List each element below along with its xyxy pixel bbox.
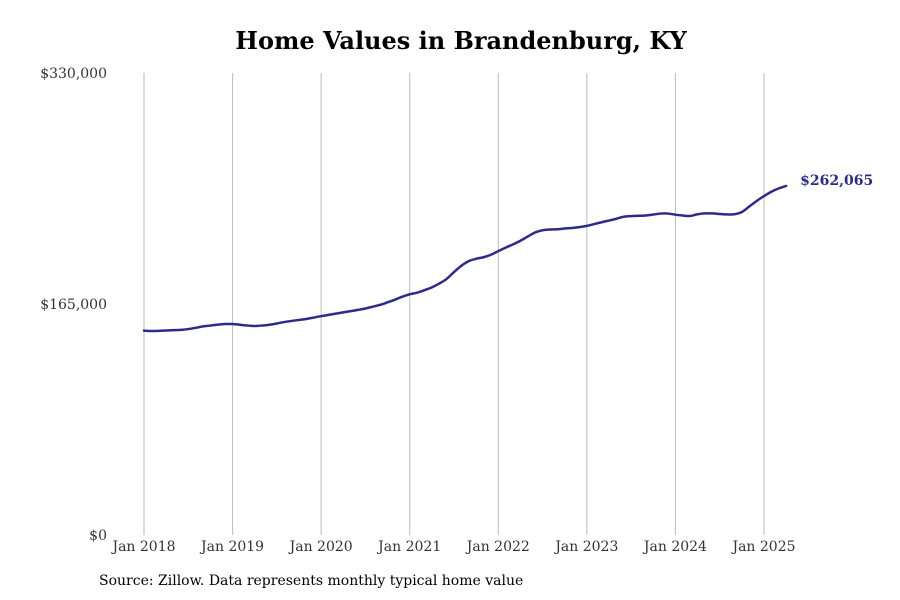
x-tick-label: Jan 2023: [553, 539, 618, 555]
x-tick-label: Jan 2020: [288, 539, 353, 555]
y-tick-label: $165,000: [40, 297, 107, 313]
end-value-label: $262,065: [800, 173, 873, 189]
series-line: [142, 184, 788, 333]
x-tick-label: Jan 2019: [199, 539, 264, 555]
source-note: Source: Zillow. Data represents monthly …: [99, 573, 524, 589]
x-tick-label: Jan 2024: [642, 539, 707, 555]
x-tick-label: Jan 2025: [730, 539, 795, 555]
x-tick-label: Jan 2021: [376, 539, 441, 555]
x-tick-label: Jan 2022: [465, 539, 530, 555]
x-tick-label: Jan 2018: [110, 539, 175, 555]
y-tick-label: $330,000: [40, 66, 107, 82]
chart-title: Home Values in Brandenburg, KY: [235, 26, 687, 55]
y-tick-label: $0: [89, 528, 107, 544]
